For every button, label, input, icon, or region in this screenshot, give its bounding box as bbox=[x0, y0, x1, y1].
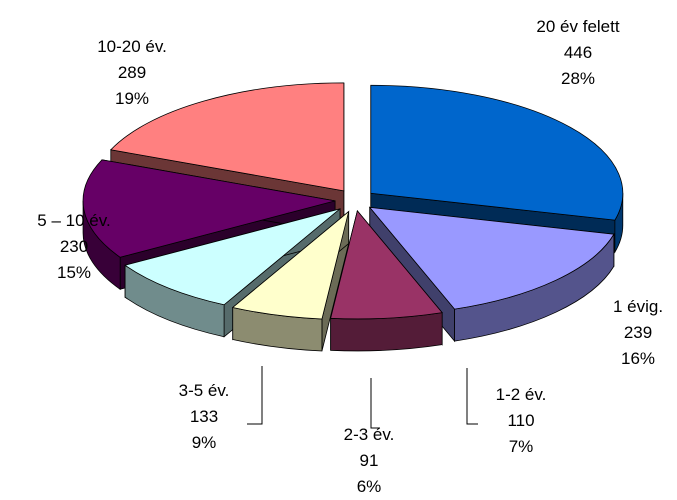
slice-percent: 16% bbox=[621, 349, 655, 368]
slice-label: 5 – 10 év. 230 15% bbox=[37, 211, 110, 282]
slice-category: 20 év felett bbox=[536, 17, 619, 36]
slice-category: 1-2 év. bbox=[496, 385, 547, 404]
pie-slice bbox=[231, 210, 350, 352]
slice-value: 446 bbox=[564, 43, 592, 62]
slice-percent: 6% bbox=[357, 477, 382, 496]
slice-label: 2-3 év. 91 6% bbox=[344, 425, 395, 496]
slice-label: 10-20 év. 289 19% bbox=[97, 37, 167, 108]
slice-value: 289 bbox=[118, 63, 146, 82]
slice-label: 3-5 év. 133 9% bbox=[179, 381, 230, 452]
slice-value: 133 bbox=[190, 407, 218, 426]
slice-percent: 7% bbox=[509, 437, 534, 456]
slice-category: 2-3 év. bbox=[344, 425, 395, 444]
leader-line bbox=[370, 378, 380, 429]
slice-value: 110 bbox=[507, 411, 534, 430]
slice-value: 239 bbox=[624, 323, 652, 342]
slice-category: 5 – 10 év. bbox=[37, 211, 110, 230]
slice-label: 1-2 év. 110 7% bbox=[496, 385, 547, 456]
leader-lines bbox=[247, 366, 478, 429]
leader-line bbox=[466, 368, 478, 425]
pie-slices bbox=[82, 82, 624, 352]
slice-label: 1 évig. 239 16% bbox=[613, 297, 663, 368]
slice-percent: 28% bbox=[561, 69, 595, 88]
pie-slice bbox=[330, 209, 443, 352]
leader-line bbox=[247, 366, 263, 425]
slice-percent: 19% bbox=[115, 89, 149, 108]
slice-percent: 15% bbox=[57, 263, 91, 282]
slice-label: 20 év felett 446 28% bbox=[536, 17, 619, 88]
slice-percent: 9% bbox=[192, 433, 217, 452]
slice-category: 3-5 év. bbox=[179, 381, 230, 400]
slice-value: 230 bbox=[60, 237, 88, 256]
slice-value: 91 bbox=[360, 451, 379, 470]
slice-category: 1 évig. bbox=[613, 297, 663, 316]
data-labels: 20 év felett 446 28% 1 évig. 239 16% 1-2 év. 11… bbox=[37, 17, 663, 496]
slice-category: 10-20 év. bbox=[97, 37, 167, 56]
